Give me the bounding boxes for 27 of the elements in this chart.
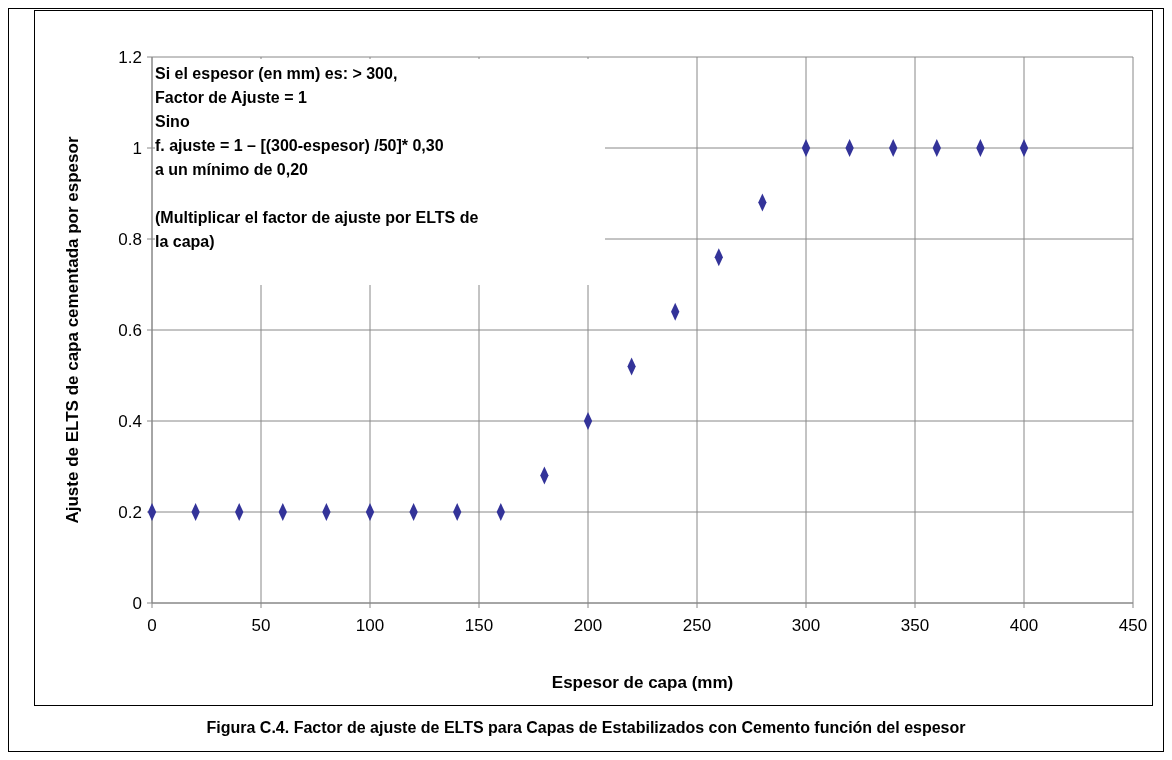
x-tick-label: 450 (1118, 616, 1148, 635)
annotation: Factor de Ajuste = 1 (155, 89, 307, 106)
annotation: Sino (155, 113, 190, 130)
x-tick-label: 50 (251, 616, 271, 635)
annotation: Si el espesor (en mm) es: > 300, (155, 65, 398, 82)
annotation: f. ajuste = 1 – [(300-espesor) /50]* 0,30 (155, 137, 444, 154)
y-tick-label: 1.2 (118, 47, 142, 67)
x-tick-label: 0 (147, 616, 157, 635)
y-tick-label: 0.6 (118, 320, 142, 340)
y-tick-label: 0 (132, 593, 142, 613)
y-tick-label: 0.2 (118, 502, 142, 522)
y-tick-label: 0.8 (118, 229, 142, 249)
x-tick-label: 350 (900, 616, 930, 635)
annotation: la capa) (155, 233, 215, 250)
annotation: (Multiplicar el factor de ajuste por ELTS de (155, 209, 479, 226)
x-axis-title: Espesor de capa (mm) (551, 673, 734, 692)
x-tick-label: 300 (791, 616, 821, 635)
x-tick-label: 400 (1009, 616, 1039, 635)
x-tick-label: 150 (464, 616, 494, 635)
x-tick-label: 100 (355, 616, 385, 635)
x-tick-label: 200 (573, 616, 603, 635)
y-tick-label: 0.4 (118, 411, 142, 431)
x-tick-label: 250 (682, 616, 712, 635)
text: Figura C.4. Factor de ajuste de ELTS para Capas de Estabilizados con Cemento función del espesor (206, 719, 966, 736)
annotation: a un mínimo de 0,20 (155, 161, 309, 178)
y-axis-title: Ajuste de ELTS de capa cementada por espesor (63, 136, 82, 524)
y-tick-label: 1 (132, 138, 142, 158)
